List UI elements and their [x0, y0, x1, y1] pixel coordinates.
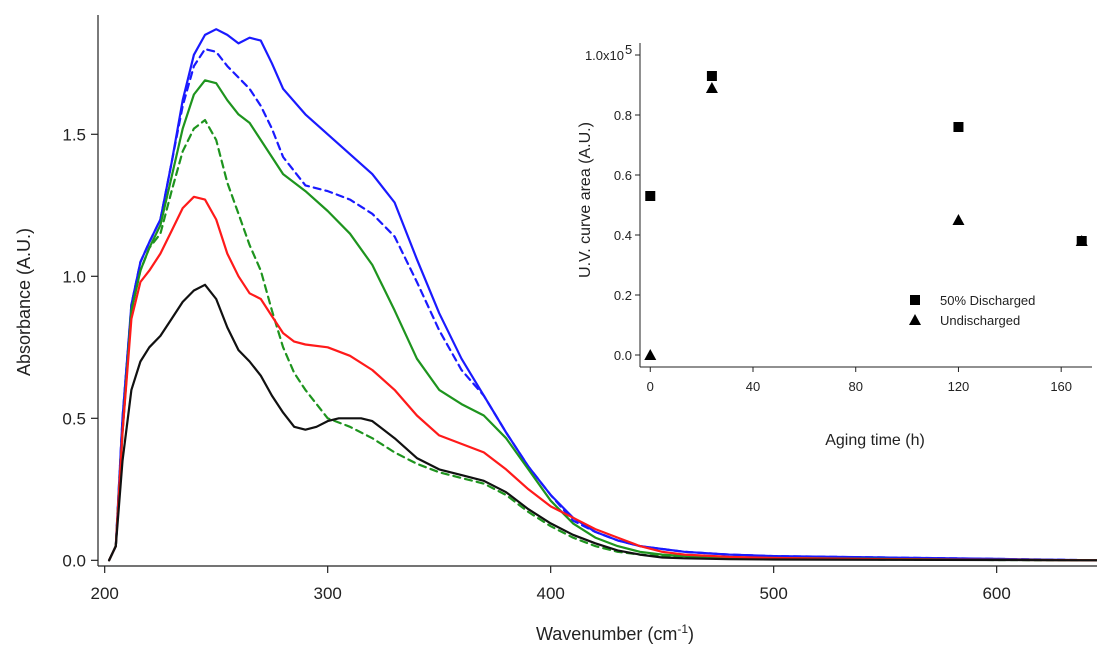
main-x-tick-label: 500: [759, 584, 787, 603]
main-x-axis-title-close: ): [688, 624, 694, 644]
inset-point-triangle: [644, 349, 657, 360]
inset-y-tick-label: 0.0: [614, 348, 632, 363]
inset-point-square: [645, 191, 656, 201]
legend-item-50-discharged: 50% Discharged: [910, 293, 1035, 308]
inset-y-tick-label: 0.2: [614, 288, 632, 303]
absorbance-curve-3: [107, 79, 1097, 562]
inset-points-group: [644, 71, 1088, 360]
main-x-axis-title-text: Wavenumber (cm: [536, 624, 677, 644]
inset-x-ticks: 0 40 80 120 160: [647, 367, 1072, 394]
main-y-tick-label: 0.0: [62, 551, 86, 570]
legend-label-50-discharged: 50% Discharged: [940, 293, 1035, 308]
inset-y-tick-label: 0.8: [614, 108, 632, 123]
absorbance-curve-6: [107, 283, 1097, 562]
legend-triangle-marker: [909, 314, 921, 325]
main-x-tick-label: 300: [313, 584, 341, 603]
absorbance-curve-2: [107, 47, 1097, 562]
main-x-tick-label: 400: [536, 584, 564, 603]
legend-label-undischarged: Undischarged: [940, 313, 1020, 328]
main-x-ticks: 200 300 400 500 600: [91, 566, 1011, 603]
inset-x-tick-label: 120: [948, 379, 970, 394]
main-x-axis-title-sup: -1: [677, 622, 688, 636]
inset-point-square: [706, 71, 717, 81]
legend-square-marker: [910, 295, 920, 305]
inset-point-triangle: [705, 82, 718, 93]
inset-legend: 50% Discharged Undischarged: [909, 293, 1035, 328]
legend-item-undischarged: Undischarged: [909, 313, 1020, 328]
main-y-tick-label: 0.5: [62, 409, 86, 428]
main-chart: 0.00.51.01.5 200 300 400 500 600 Wavenumber …: [14, 15, 1097, 644]
inset-y-tick-label: 0.4: [614, 228, 632, 243]
inset-x-tick-label: 80: [848, 379, 862, 394]
inset-x-axis-title: Aging time (h): [825, 432, 925, 449]
absorbance-curve-5: [107, 195, 1097, 562]
inset-x-tick-label: 0: [647, 379, 654, 394]
inset-point-triangle: [952, 214, 965, 225]
main-x-tick-label: 600: [982, 584, 1010, 603]
inset-background: [605, 30, 1097, 430]
inset-y-axis-title: U.V. curve area (A.U.): [577, 122, 594, 278]
main-y-axis-title: Absorbance (A.U.): [14, 228, 34, 376]
main-x-tick-label: 200: [91, 584, 119, 603]
inset-y-tick-label: 1.0x10: [585, 48, 624, 63]
inset-chart: 0.0 0.2 0.4 0.6 0.8 1.0x10 5 0 40 80 120 160 Aging…: [577, 30, 1097, 449]
inset-point-triangle: [1075, 235, 1088, 246]
main-x-axis-title: Wavenumber (cm-1): [536, 622, 694, 644]
inset-y-ticks: 0.0 0.2 0.4 0.6 0.8 1.0x10 5: [585, 42, 640, 363]
inset-x-tick-label: 160: [1050, 379, 1072, 394]
main-plot-area: [107, 28, 1097, 562]
inset-x-tick-label: 40: [746, 379, 760, 394]
main-series-group: [107, 28, 1097, 562]
inset-y-tick-label: 0.6: [614, 168, 632, 183]
main-y-tick-label: 1.5: [62, 125, 86, 144]
inset-point-square: [953, 122, 964, 132]
main-y-tick-label: 1.0: [62, 267, 86, 286]
main-y-ticks: 0.0 0.5 1.0 1.5: [62, 125, 98, 570]
inset-y-tick-exponent: 5: [625, 42, 632, 57]
